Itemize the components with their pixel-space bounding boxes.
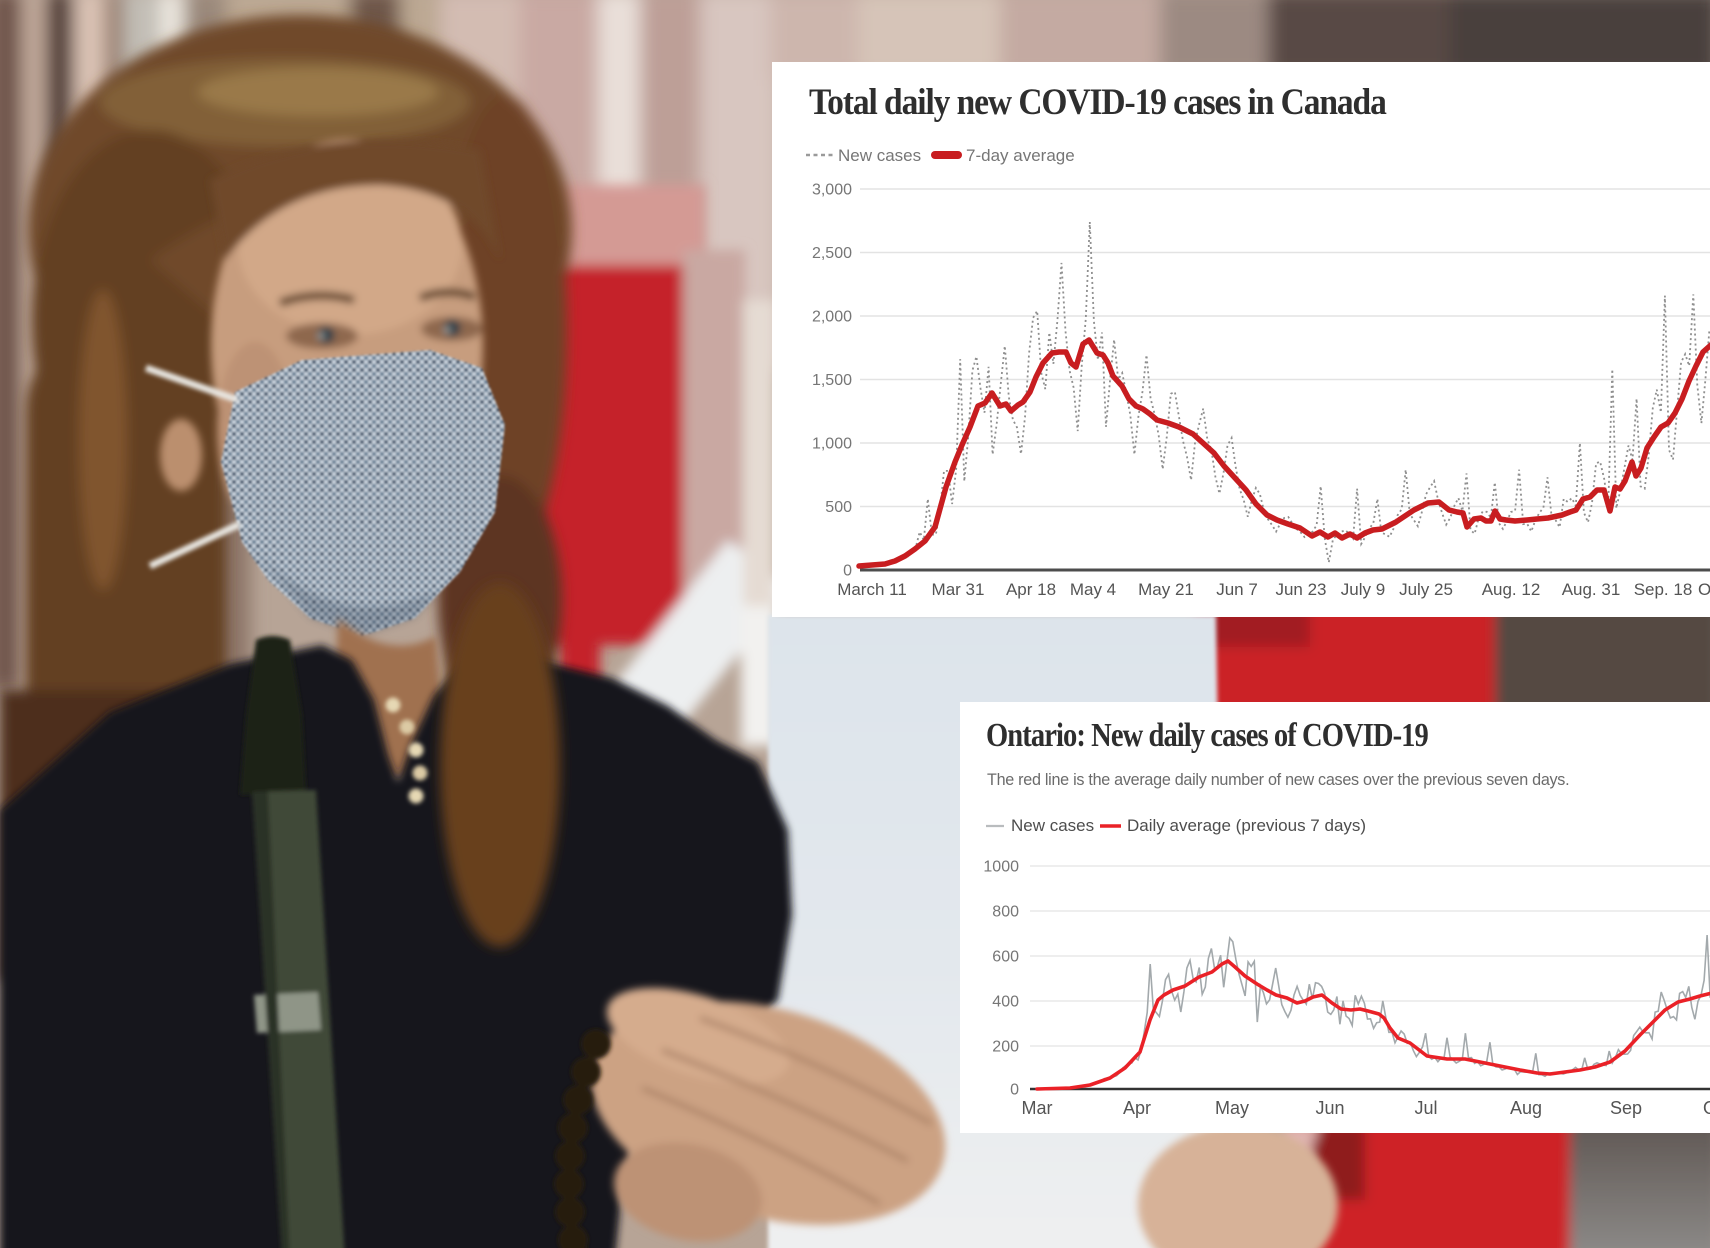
svg-text:2,000: 2,000 [812, 308, 852, 325]
svg-text:May 4: May 4 [1070, 580, 1116, 599]
svg-text:Mar: Mar [1022, 1098, 1053, 1118]
svg-text:Mar 31: Mar 31 [932, 580, 985, 599]
svg-text:0: 0 [1010, 1081, 1019, 1098]
svg-text:Apr: Apr [1123, 1098, 1151, 1118]
svg-text:1,500: 1,500 [812, 372, 852, 389]
svg-text:Jun 7: Jun 7 [1216, 580, 1258, 599]
svg-text:600: 600 [992, 948, 1019, 965]
svg-text:1,000: 1,000 [812, 435, 852, 452]
svg-text:July 9: July 9 [1341, 580, 1385, 599]
svg-text:May 21: May 21 [1138, 580, 1194, 599]
svg-text:200: 200 [992, 1038, 1019, 1055]
svg-text:Sep. 18: Sep. 18 [1634, 580, 1693, 599]
svg-text:Sep: Sep [1610, 1098, 1642, 1118]
svg-text:Oct: Oct [1703, 1098, 1710, 1118]
svg-text:1000: 1000 [983, 858, 1019, 875]
svg-text:Apr 18: Apr 18 [1006, 580, 1056, 599]
svg-text:March 11: March 11 [837, 580, 907, 599]
svg-text:400: 400 [992, 993, 1019, 1010]
svg-text:500: 500 [825, 499, 852, 516]
svg-text:Jun 23: Jun 23 [1275, 580, 1326, 599]
svg-text:Aug. 31: Aug. 31 [1562, 580, 1621, 599]
svg-text:3,000: 3,000 [812, 181, 852, 198]
svg-text:0: 0 [843, 562, 852, 579]
svg-text:Aug. 12: Aug. 12 [1482, 580, 1541, 599]
svg-text:July 25: July 25 [1399, 580, 1453, 599]
svg-text:2,500: 2,500 [812, 245, 852, 262]
svg-text:Oct. 6: Oct. 6 [1698, 580, 1710, 599]
svg-text:Jul: Jul [1414, 1098, 1437, 1118]
svg-text:Aug: Aug [1510, 1098, 1542, 1118]
svg-text:May: May [1215, 1098, 1249, 1118]
svg-text:Jun: Jun [1315, 1098, 1344, 1118]
svg-text:800: 800 [992, 903, 1019, 920]
